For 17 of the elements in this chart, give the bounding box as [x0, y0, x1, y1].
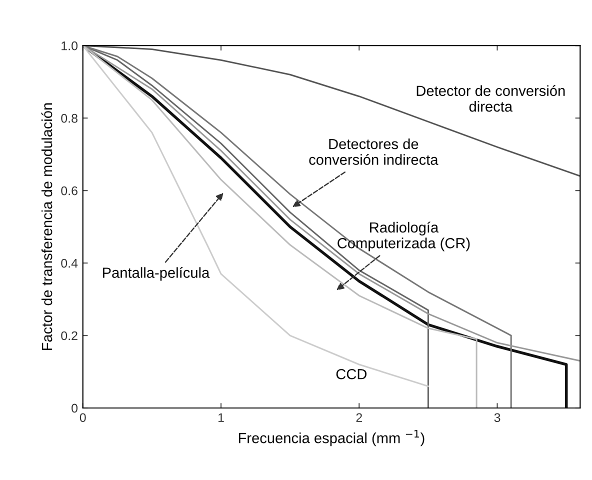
y-tick-label: 0.6 [61, 186, 78, 196]
x-axis-title: Frecuencia espacial (mm $^{−1}$) [238, 430, 424, 446]
y-tick-label: 0.8 [61, 114, 78, 123]
annotation: Detectores de conversión indirecta [309, 138, 438, 165]
y-tick-label: 0 [72, 404, 78, 413]
y-axis-title: Factor de transferencia de modulación [41, 103, 52, 350]
x-tick-label: 0 [80, 413, 86, 422]
x-tick-label: 3 [494, 413, 500, 422]
annotation: Detector de conversión directa [416, 85, 565, 112]
x-tick-label: 1 [218, 413, 224, 422]
annotation: Pantalla-película [103, 267, 210, 281]
y-tick-label: 1.0 [62, 41, 78, 50]
y-tick-label: 0.4 [61, 258, 78, 268]
y-tick-label: 0.2 [61, 331, 78, 340]
annotation: CCD [336, 368, 367, 380]
annotation: Radiología Computerizada (CR) [338, 222, 470, 252]
x-tick-label: 2 [356, 413, 362, 422]
